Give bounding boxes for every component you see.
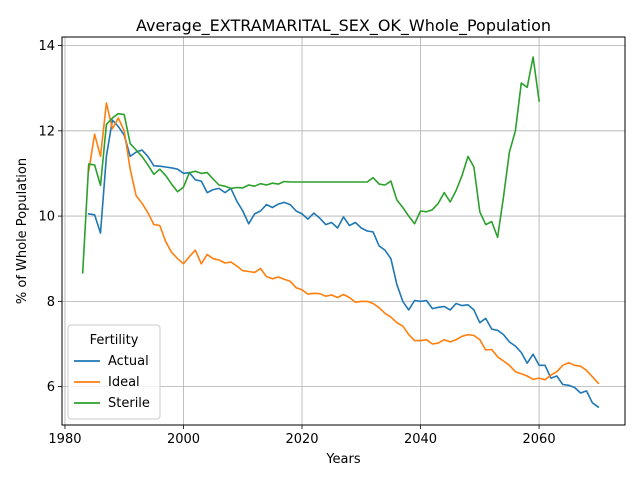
x-tick-label: 2040: [404, 432, 437, 447]
legend: Fertility Actual Ideal Sterile: [67, 324, 161, 420]
legend-label: Actual: [108, 354, 149, 369]
series-line-ideal: [87, 102, 600, 385]
plot-frame: [61, 36, 626, 426]
x-tick-label: 2000: [167, 432, 200, 447]
y-tick-label: 6: [47, 380, 55, 395]
y-tick-label: 10: [38, 210, 55, 225]
y-tick-label: 8: [47, 295, 55, 310]
y-tick-label: 14: [38, 39, 55, 54]
series-line-sterile: [81, 56, 541, 274]
legend-label: Sterile: [108, 396, 150, 411]
series-lines: [81, 56, 600, 409]
axis-ticks: 1980 2000 2020 2040 2060 6 8 10 12 14: [38, 39, 555, 447]
chart-title: Average_EXTRAMARITAL_SEX_OK_Whole_Popula…: [136, 16, 551, 36]
x-tick-label: 1980: [48, 432, 81, 447]
x-tick-label: 2020: [285, 432, 318, 447]
legend-label: Ideal: [108, 375, 140, 390]
y-tick-label: 12: [38, 124, 55, 139]
legend-items: Actual Ideal Sterile: [74, 354, 150, 411]
series-line-actual: [87, 119, 600, 409]
grid-lines: [62, 37, 625, 425]
legend-title: Fertility: [90, 333, 139, 348]
legend-box: [67, 324, 161, 420]
y-axis-title: % of Whole Population: [15, 158, 30, 304]
x-axis-title: Years: [325, 452, 361, 467]
x-tick-label: 2060: [523, 432, 556, 447]
